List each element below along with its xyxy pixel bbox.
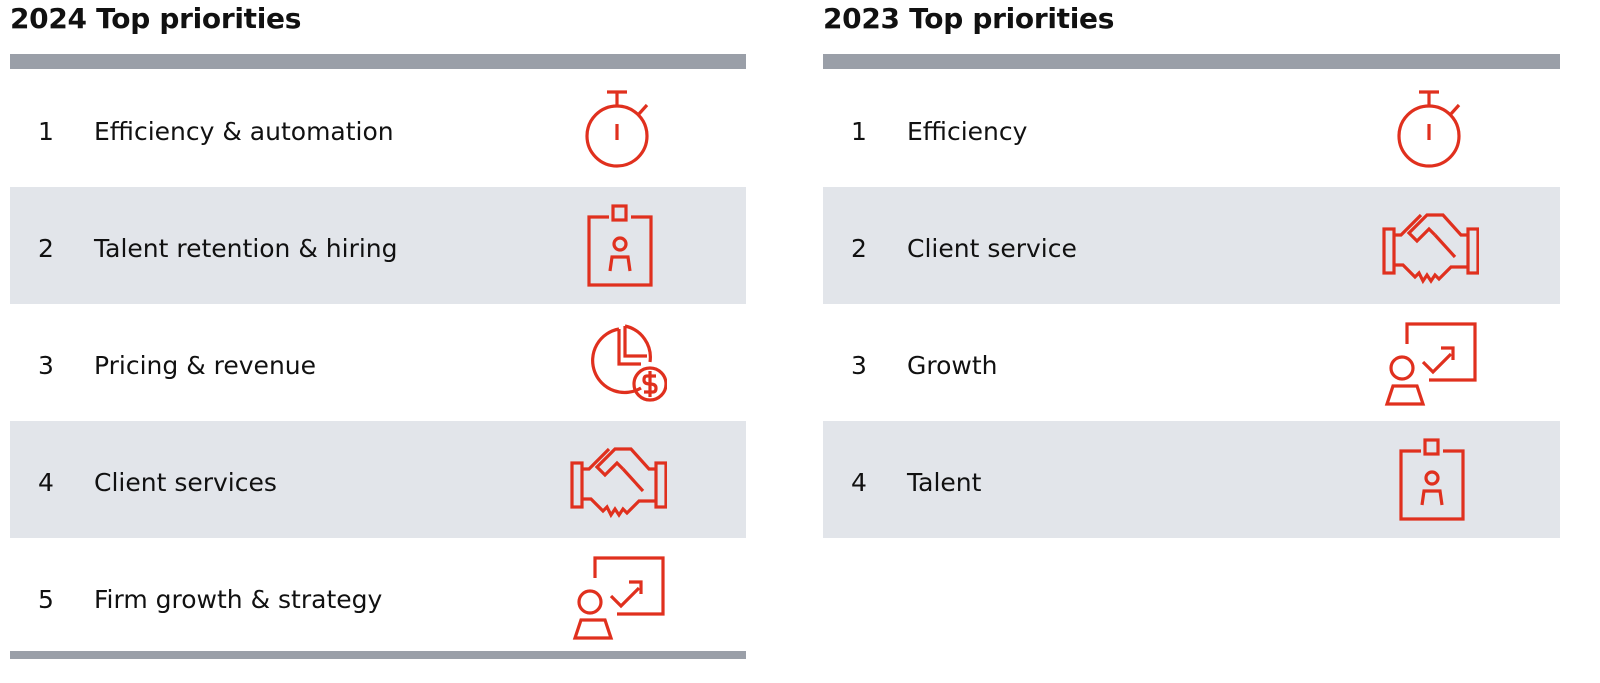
priority-label: Talent retention & hiring xyxy=(94,234,398,263)
handshake-icon xyxy=(1379,201,1479,291)
priority-row: 1 Efficiency & automation xyxy=(10,70,746,187)
pie-chart-dollar-icon xyxy=(567,318,667,408)
priority-row: 3 Pricing & revenue xyxy=(10,304,746,421)
handshake-icon xyxy=(567,435,667,525)
priority-row: 4 Talent xyxy=(823,421,1560,538)
priority-label: Efficiency & automation xyxy=(94,117,394,146)
priority-label: Client services xyxy=(94,468,277,497)
priority-list: 1 Efficiency 2 Client service 3 Growth 4… xyxy=(823,70,1560,538)
footer-divider xyxy=(10,651,746,659)
priority-rank: 3 xyxy=(38,351,54,380)
priority-rank: 2 xyxy=(851,234,867,263)
id-badge-icon xyxy=(567,201,667,291)
stopwatch-icon xyxy=(567,84,667,174)
panel-title: 2024 Top priorities xyxy=(10,2,302,35)
priority-list: 1 Efficiency & automation 2 Talent reten… xyxy=(10,70,746,655)
priority-label: Efficiency xyxy=(907,117,1028,146)
header-divider xyxy=(823,54,1560,69)
presenter-growth-icon xyxy=(1379,318,1479,408)
priority-row: 4 Client services xyxy=(10,421,746,538)
id-badge-icon xyxy=(1379,435,1479,525)
priority-row: 5 Firm growth & strategy xyxy=(10,538,746,655)
presenter-growth-icon xyxy=(567,552,667,642)
priority-rank: 3 xyxy=(851,351,867,380)
priority-label: Pricing & revenue xyxy=(94,351,317,380)
priority-rank: 1 xyxy=(38,117,54,146)
priority-row: 2 Client service xyxy=(823,187,1560,304)
panel-title: 2023 Top priorities xyxy=(823,2,1115,35)
header-divider xyxy=(10,54,746,69)
priority-label: Talent xyxy=(907,468,982,497)
priority-rank: 4 xyxy=(38,468,54,497)
priority-row: 2 Talent retention & hiring xyxy=(10,187,746,304)
priority-rank: 5 xyxy=(38,585,54,614)
priority-label: Firm growth & strategy xyxy=(94,585,383,614)
priority-label: Client service xyxy=(907,234,1077,263)
priority-row: 1 Efficiency xyxy=(823,70,1560,187)
stopwatch-icon xyxy=(1379,84,1479,174)
priority-rank: 2 xyxy=(38,234,54,263)
priority-label: Growth xyxy=(907,351,998,380)
priority-row: 3 Growth xyxy=(823,304,1560,421)
priority-rank: 4 xyxy=(851,468,867,497)
priority-rank: 1 xyxy=(851,117,867,146)
